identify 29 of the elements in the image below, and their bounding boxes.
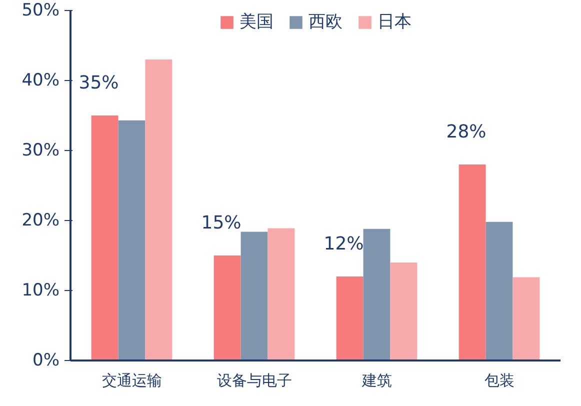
data-label: 28% <box>446 122 486 142</box>
legend-label: 美国 <box>240 11 274 33</box>
bar <box>390 262 418 360</box>
bar <box>458 164 486 360</box>
bar <box>512 277 540 360</box>
y-tick-label: 50% <box>22 0 60 20</box>
x-tick-label: 建筑 <box>360 372 392 390</box>
bar <box>268 228 295 360</box>
y-tick-label: 20% <box>22 210 60 230</box>
bar <box>363 228 390 360</box>
data-label: 35% <box>78 72 119 94</box>
x-tick-label: 包装 <box>484 372 514 390</box>
bar <box>214 256 241 360</box>
data-label: 12% <box>324 234 364 254</box>
legend-label: 日本 <box>378 11 412 33</box>
y-tick-label: 10% <box>22 280 60 300</box>
data-label: 15% <box>201 212 242 234</box>
x-tick-label: 设备与电子 <box>216 372 292 390</box>
bar <box>336 276 364 360</box>
legend-label: 西欧 <box>308 11 342 33</box>
bar <box>118 120 146 360</box>
bar <box>91 116 118 360</box>
y-tick-label: 30% <box>22 140 60 160</box>
x-tick-label: 交通运输 <box>102 372 162 390</box>
y-tick-label: 40% <box>22 70 60 90</box>
bar <box>486 222 513 360</box>
bar <box>145 60 172 360</box>
y-tick-label: 0% <box>32 350 60 370</box>
bar <box>240 232 268 360</box>
